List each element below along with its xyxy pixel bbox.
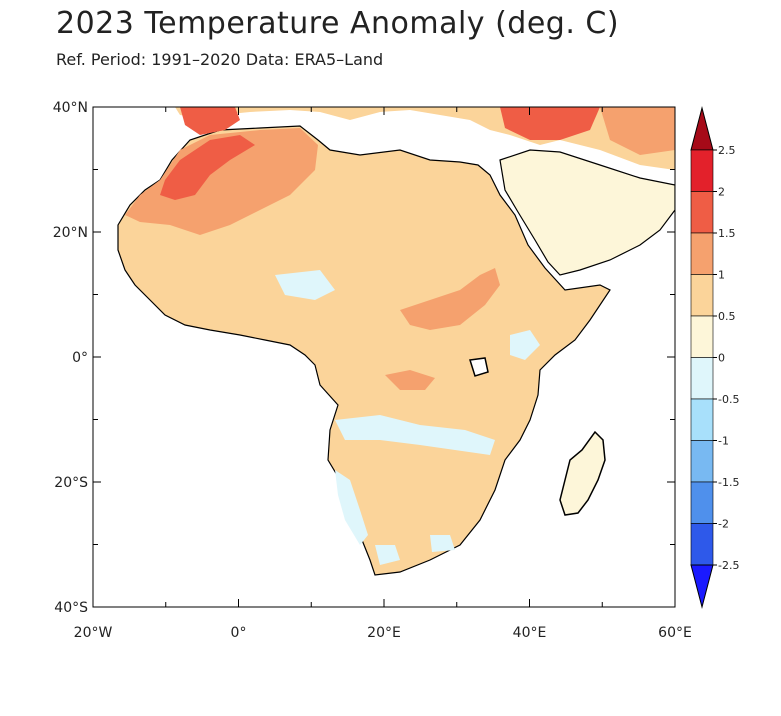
y-tick-label: 40°S xyxy=(54,600,88,616)
anomaly-middle-east-hot xyxy=(500,107,600,140)
colorbar-label: -1 xyxy=(718,435,729,448)
y-tick-label: 20°S xyxy=(54,475,88,491)
anomaly-sudan-warm xyxy=(400,268,500,330)
colorbar-label: -2 xyxy=(718,518,729,531)
anomaly-natal-cool xyxy=(430,535,455,552)
anomaly-cape-cool xyxy=(375,545,400,565)
colorbar-label: 0.5 xyxy=(718,310,736,323)
colorbar-label: 1.5 xyxy=(718,227,736,240)
map-title: 2023 Temperature Anomaly (deg. C) xyxy=(56,6,620,41)
y-tick-label: 0° xyxy=(72,350,88,366)
colorbar-label: -0.5 xyxy=(718,393,739,406)
colorbar-segment xyxy=(690,523,714,566)
colorbar-segment xyxy=(690,357,714,400)
colorbar-max-triangle xyxy=(690,106,714,151)
anomaly-namibia-cool xyxy=(335,470,368,545)
x-tick-label: 60°E xyxy=(658,625,692,641)
land-arabia xyxy=(499,149,675,276)
anomaly-field xyxy=(117,107,675,576)
colorbar-min-triangle xyxy=(690,564,714,609)
y-tick-label: 20°N xyxy=(53,225,88,241)
anomaly-congo-warm xyxy=(385,370,435,390)
anomaly-north-africa-warm xyxy=(125,128,318,235)
colorbar-segment xyxy=(690,398,714,441)
colorbar-segment xyxy=(690,149,714,192)
colorbar-label: 2 xyxy=(718,186,725,199)
land-africa xyxy=(117,125,611,576)
lake-victoria xyxy=(469,357,489,377)
anomaly-sahel-cool xyxy=(275,270,335,300)
land-madagascar xyxy=(559,430,606,516)
colorbar-segment xyxy=(690,232,714,275)
anomaly-caucasus-warm xyxy=(600,107,675,155)
anomaly-horn-cool xyxy=(510,330,540,360)
colorbar-segment xyxy=(690,191,714,234)
colorbar-segment xyxy=(690,315,714,358)
anomaly-morocco-hot xyxy=(180,107,240,135)
x-tick-label: 20°E xyxy=(367,625,401,641)
y-axis: 40°N 20°N 0° 20°S 40°S xyxy=(53,100,675,616)
colorbar: 2.5 2 1.5 1 0.5 0 -0.5 -1 -1.5 -2 -2.5 xyxy=(690,106,739,609)
x-tick-label: 0° xyxy=(231,625,247,641)
map-subtitle: Ref. Period: 1991–2020 Data: ERA5–Land xyxy=(56,50,384,69)
colorbar-label: -1.5 xyxy=(718,476,739,489)
anomaly-northwest-hot xyxy=(160,135,255,200)
x-tick-label: 20°W xyxy=(74,625,113,641)
colorbar-segment xyxy=(690,481,714,524)
x-tick-label: 40°E xyxy=(513,625,547,641)
colorbar-segment xyxy=(690,440,714,483)
anomaly-southern-cool xyxy=(335,415,495,455)
colorbar-label: 2.5 xyxy=(718,144,736,157)
x-axis: 20°W 0° 20°E 40°E 60°E xyxy=(74,107,692,641)
y-tick-label: 40°N xyxy=(53,100,88,116)
colorbar-segment xyxy=(690,274,714,317)
colorbar-label: -2.5 xyxy=(718,559,739,572)
colorbar-label: 1 xyxy=(718,269,725,282)
colorbar-label: 0 xyxy=(718,352,725,365)
